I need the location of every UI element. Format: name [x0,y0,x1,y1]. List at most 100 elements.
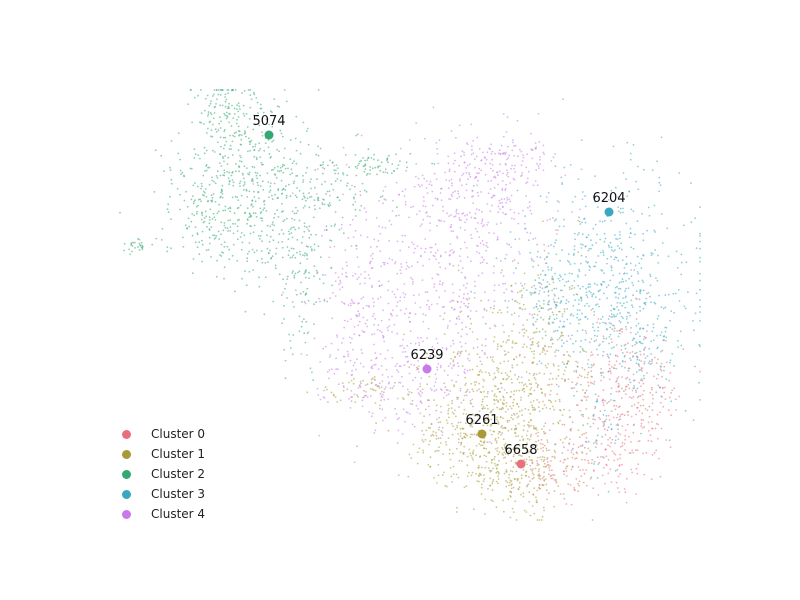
scatter-point [618,491,620,493]
scatter-point [272,300,275,303]
scatter-point [331,317,334,320]
scatter-point [602,321,605,324]
scatter-point [236,196,239,199]
scatter-point [306,197,309,200]
scatter-point [481,349,483,352]
scatter-point [374,318,377,320]
scatter-point [595,242,598,244]
scatter-point [478,443,481,445]
scatter-point [647,362,650,364]
scatter-point [464,350,467,352]
scatter-point [629,158,632,161]
scatter-point [505,405,508,407]
scatter-point [302,181,304,184]
scatter-point [617,390,620,393]
scatter-point [561,339,563,342]
scatter-point [630,269,633,271]
scatter-point [552,217,554,219]
scatter-point [471,457,474,459]
scatter-point [459,179,461,182]
scatter-point [506,374,509,376]
scatter-point [408,453,411,456]
scatter-point [498,309,501,311]
scatter-point [641,370,643,372]
scatter-point [508,481,511,484]
scatter-point [422,449,425,452]
scatter-point [562,373,565,376]
scatter-point [194,182,196,185]
scatter-point [542,279,545,281]
scatter-point [630,246,632,249]
scatter-point [462,412,465,415]
scatter-point [593,442,595,444]
scatter-point [488,441,491,443]
scatter-point [483,390,485,393]
scatter-point [589,381,592,384]
scatter-point [160,154,163,157]
scatter-point [376,245,378,248]
scatter-point [424,247,427,250]
scatter-point [201,193,204,196]
scatter-point [383,340,386,343]
scatter-point [524,460,527,463]
scatter-point [231,196,234,199]
scatter-point [563,320,565,323]
scatter-point [661,349,664,352]
scatter-point [441,347,444,349]
scatter-point [643,389,645,392]
scatter-point [553,245,555,248]
scatter-point [201,211,204,214]
scatter-point [501,424,503,427]
scatter-point [238,105,241,108]
scatter-point [429,222,431,225]
scatter-point [303,225,306,228]
scatter-point [665,340,667,342]
scatter-point [283,219,286,221]
scatter-point [435,289,438,292]
scatter-point [577,284,580,287]
scatter-point [137,237,139,240]
scatter-point [339,399,342,402]
scatter-point [650,353,652,355]
scatter-point [543,349,546,352]
scatter-point [452,360,455,363]
scatter-point [208,166,211,169]
scatter-point [505,378,507,381]
scatter-point [563,446,565,449]
scatter-point [513,398,515,401]
scatter-point [441,426,444,429]
scatter-point [618,281,621,284]
scatter-point [459,311,461,313]
scatter-point [570,468,573,471]
scatter-point [357,266,360,268]
scatter-point [189,89,192,91]
scatter-point [315,301,318,303]
scatter-point [489,429,491,432]
scatter-point [610,269,613,272]
scatter-point [434,243,437,246]
scatter-point [289,347,292,349]
scatter-point [323,203,326,206]
scatter-point [579,318,582,321]
scatter-point [532,260,535,263]
scatter-point [307,143,310,146]
scatter-point [409,312,412,315]
scatter-point [499,202,501,205]
scatter-point [557,375,560,377]
scatter-point [393,323,396,326]
scatter-point [614,408,617,411]
scatter-point [607,355,609,358]
scatter-point [628,367,631,370]
scatter-point [659,184,662,187]
scatter-point [341,216,344,219]
scatter-point [313,265,316,268]
scatter-point [578,268,580,271]
scatter-point [319,147,322,150]
scatter-point [547,245,550,248]
scatter-point [406,166,408,169]
scatter-point [682,224,685,227]
scatter-point [592,364,595,367]
scatter-point [399,309,402,312]
scatter-point [577,376,579,379]
scatter-point [619,418,622,420]
